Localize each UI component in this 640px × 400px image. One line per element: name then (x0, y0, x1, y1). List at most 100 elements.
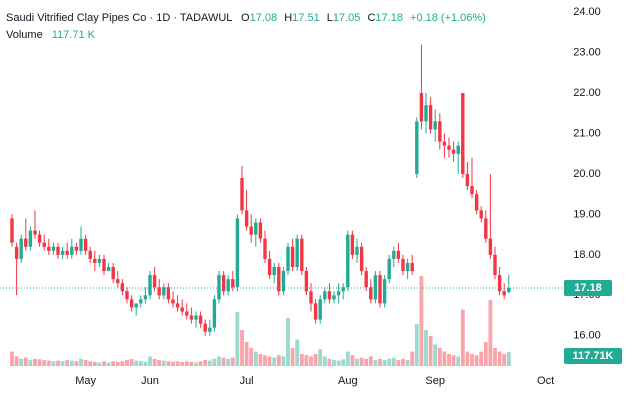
candle-body (74, 246, 79, 251)
volume-bar (304, 355, 309, 366)
candle-body (488, 238, 493, 255)
volume-bar (368, 356, 373, 366)
candle-body (185, 311, 189, 316)
candle-body (221, 275, 226, 292)
volume-bar (502, 354, 507, 366)
volume-bar (442, 351, 447, 366)
candle-body (51, 246, 56, 251)
candle-body (456, 145, 460, 154)
volume-bar (171, 361, 175, 366)
volume-bar (194, 362, 198, 366)
volume-tag (564, 348, 622, 364)
volume-bar (419, 276, 424, 366)
volume-bar (138, 361, 143, 366)
volume-bar (33, 358, 37, 366)
volume-bar (244, 342, 249, 366)
candle-body (47, 246, 51, 251)
volume-label: Volume (6, 29, 43, 41)
close-value: 17.18 (375, 12, 403, 24)
candle-body (290, 246, 295, 267)
candle-body (42, 242, 46, 247)
candle-body (120, 283, 125, 292)
candle-body (254, 222, 258, 235)
candle-body (226, 279, 230, 292)
x-tick-label: Oct (537, 375, 554, 387)
candle-body (327, 291, 332, 300)
candle-body (415, 121, 419, 174)
candle-body (382, 279, 387, 304)
candle-body (392, 250, 396, 259)
candle-body (447, 145, 451, 150)
candle-body (341, 287, 345, 292)
volume-bar (148, 356, 152, 366)
volume-bar (506, 351, 511, 366)
candle-body (10, 218, 14, 243)
candle-body (507, 288, 511, 293)
candle-body (143, 295, 148, 300)
candle-body (474, 194, 479, 211)
candle-body (318, 299, 322, 320)
volume-bar (391, 357, 396, 366)
volume-bar (355, 358, 359, 366)
candle-body (157, 287, 161, 296)
candle-body (14, 246, 19, 259)
candle-body (70, 246, 74, 255)
volume-legend: Volume 117.71 K (6, 29, 96, 41)
volume-bar (10, 351, 14, 366)
candle-body (295, 238, 299, 267)
volume-tag-label: 117.71K (573, 350, 614, 362)
candle-body (125, 291, 129, 300)
volume-bar (92, 361, 97, 366)
volume-bar (240, 330, 244, 366)
candle-body (152, 275, 157, 288)
candle-body (129, 299, 134, 308)
y-tick-label: 22.00 (573, 87, 601, 99)
candle-body (451, 149, 456, 154)
candle-body (267, 258, 272, 276)
candle-body (148, 275, 152, 296)
volume-bar (456, 356, 461, 366)
candle-body (424, 105, 428, 122)
volume-bar (309, 356, 313, 366)
candle-body (438, 121, 442, 142)
volume-bar (493, 348, 497, 366)
candle-body (286, 246, 290, 272)
volume-bar (134, 360, 139, 366)
y-tick-label: 19.00 (573, 208, 601, 220)
volume-bar (341, 359, 346, 366)
volume-bar (65, 360, 70, 366)
volume-bar (46, 360, 51, 366)
volume-bar (286, 318, 290, 366)
candle-body (263, 238, 267, 259)
candle-body (369, 287, 373, 300)
symbol: Saudi Vitrified Clay Pipes Co · 1D · TAD… (6, 12, 232, 24)
close-label: C (367, 12, 375, 24)
candle-body (281, 271, 286, 292)
x-tick-label: Sep (425, 375, 445, 387)
volume-bar (74, 361, 79, 366)
y-tick-label: 16.00 (573, 330, 601, 342)
volume-bar (152, 358, 157, 366)
volume-bar (401, 358, 405, 366)
volume-bar (19, 358, 24, 366)
candle-body (203, 323, 207, 332)
volume-bar (465, 351, 470, 366)
candle-body (180, 307, 184, 312)
candle-body (355, 246, 359, 255)
volume-bar (51, 361, 56, 366)
candle-body (19, 238, 23, 259)
candle-body (497, 275, 502, 292)
volume-bar (345, 351, 350, 366)
candle-body (93, 258, 97, 263)
volume-bar (120, 361, 125, 366)
volume-bar (198, 361, 203, 366)
candle-body (258, 222, 263, 239)
candle-body (235, 218, 240, 288)
volume-bar (253, 351, 258, 366)
volume-bar (460, 309, 465, 366)
candle-body (364, 271, 368, 288)
volume-bar (226, 358, 231, 366)
candle-body (433, 121, 437, 130)
candle-body (309, 291, 313, 304)
candle-body (134, 303, 138, 308)
